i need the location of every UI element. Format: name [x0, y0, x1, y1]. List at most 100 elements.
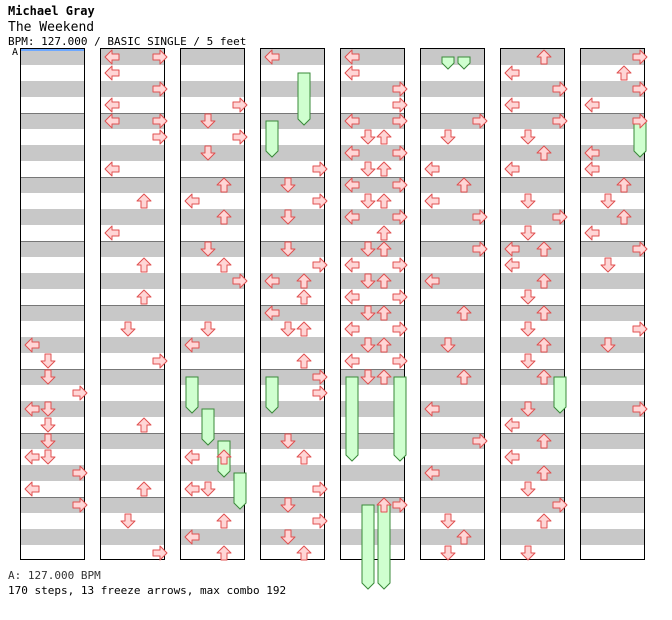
step-arrow-up — [376, 497, 392, 513]
step-arrow-left — [424, 193, 440, 209]
step-arrow-left — [504, 449, 520, 465]
step-arrow-right — [392, 145, 408, 161]
beat-band — [261, 337, 324, 353]
step-arrow-up — [376, 305, 392, 321]
step-arrow-right — [232, 273, 248, 289]
beat-band — [421, 305, 484, 321]
step-arrow-right — [312, 193, 328, 209]
beat-band — [181, 209, 244, 225]
step-arrow-up — [376, 337, 392, 353]
step-arrow-right — [472, 209, 488, 225]
step-arrow-left — [344, 353, 360, 369]
beat-band — [101, 81, 164, 97]
measure-line — [581, 433, 644, 434]
step-arrow-left — [584, 97, 600, 113]
beat-band — [21, 49, 84, 65]
step-arrow-down — [280, 497, 296, 513]
beat-band — [421, 209, 484, 225]
step-arrow-up — [536, 273, 552, 289]
step-arrow-left — [504, 65, 520, 81]
beat-band — [101, 401, 164, 417]
step-arrow-left — [264, 273, 280, 289]
beat-band — [501, 241, 564, 257]
step-arrow-right — [552, 209, 568, 225]
step-arrow-right — [152, 49, 168, 65]
measure-column-7 — [500, 48, 568, 561]
step-arrow-up — [456, 177, 472, 193]
measure-line — [341, 241, 404, 242]
step-arrow-right — [552, 497, 568, 513]
beat-band — [581, 241, 644, 257]
measure-line — [501, 113, 564, 114]
beat-band — [501, 465, 564, 481]
measure-line — [261, 497, 324, 498]
step-arrow-up — [136, 481, 152, 497]
measure-line — [181, 113, 244, 114]
beat-band — [21, 497, 84, 513]
measure-line — [421, 305, 484, 306]
measure-line — [421, 497, 484, 498]
freeze-arrow-right — [393, 376, 407, 462]
step-arrow-right — [152, 113, 168, 129]
beat-band — [501, 209, 564, 225]
step-arrow-right — [472, 113, 488, 129]
step-arrow-left — [264, 305, 280, 321]
step-arrow-right — [312, 385, 328, 401]
beat-band — [421, 433, 484, 449]
beat-band — [341, 209, 404, 225]
measure-line — [21, 369, 84, 370]
step-arrow-right — [392, 209, 408, 225]
bpm-change-line — [21, 49, 84, 51]
step-arrow-down — [600, 257, 616, 273]
step-arrow-left — [504, 417, 520, 433]
step-arrow-up — [536, 465, 552, 481]
step-arrow-up — [296, 289, 312, 305]
beat-band — [421, 81, 484, 97]
step-arrow-left — [264, 49, 280, 65]
beat-band — [101, 305, 164, 321]
freeze-arrow-up — [377, 504, 391, 590]
step-arrow-up — [376, 241, 392, 257]
step-arrow-up — [136, 257, 152, 273]
beat-band — [501, 497, 564, 513]
beat-band — [21, 81, 84, 97]
step-arrow-down — [40, 449, 56, 465]
beat-band — [501, 81, 564, 97]
freeze-arrow-left — [265, 376, 279, 414]
beat-band — [261, 305, 324, 321]
step-arrow-up — [456, 369, 472, 385]
step-arrow-down — [360, 193, 376, 209]
step-arrow-left — [504, 97, 520, 113]
step-arrow-left — [504, 257, 520, 273]
beat-band — [101, 273, 164, 289]
beat-band — [101, 113, 164, 129]
beat-band — [421, 241, 484, 257]
measure-column-4 — [260, 48, 328, 561]
beat-band — [181, 529, 244, 545]
step-arrow-down — [520, 353, 536, 369]
step-arrow-up — [536, 49, 552, 65]
step-arrow-left — [584, 225, 600, 241]
beat-band — [101, 433, 164, 449]
measure-line — [101, 241, 164, 242]
step-arrow-right — [232, 97, 248, 113]
beat-band — [21, 529, 84, 545]
step-arrow-right — [232, 129, 248, 145]
step-arrow-left — [344, 145, 360, 161]
step-arrow-down — [600, 337, 616, 353]
step-arrow-right — [632, 321, 648, 337]
freeze-arrow-down — [201, 408, 215, 446]
measure-line — [181, 177, 244, 178]
step-arrow-down — [40, 401, 56, 417]
beat-band — [421, 369, 484, 385]
step-arrow-right — [72, 385, 88, 401]
measure-line — [341, 177, 404, 178]
step-arrow-up — [376, 369, 392, 385]
measure-line — [581, 113, 644, 114]
step-arrow-right — [312, 481, 328, 497]
beat-band — [21, 113, 84, 129]
chart-meta: BPM: 127.000 / BASIC SINGLE / 5 feet — [8, 35, 247, 48]
step-arrow-down — [360, 337, 376, 353]
beat-band — [501, 529, 564, 545]
step-arrow-right — [152, 129, 168, 145]
